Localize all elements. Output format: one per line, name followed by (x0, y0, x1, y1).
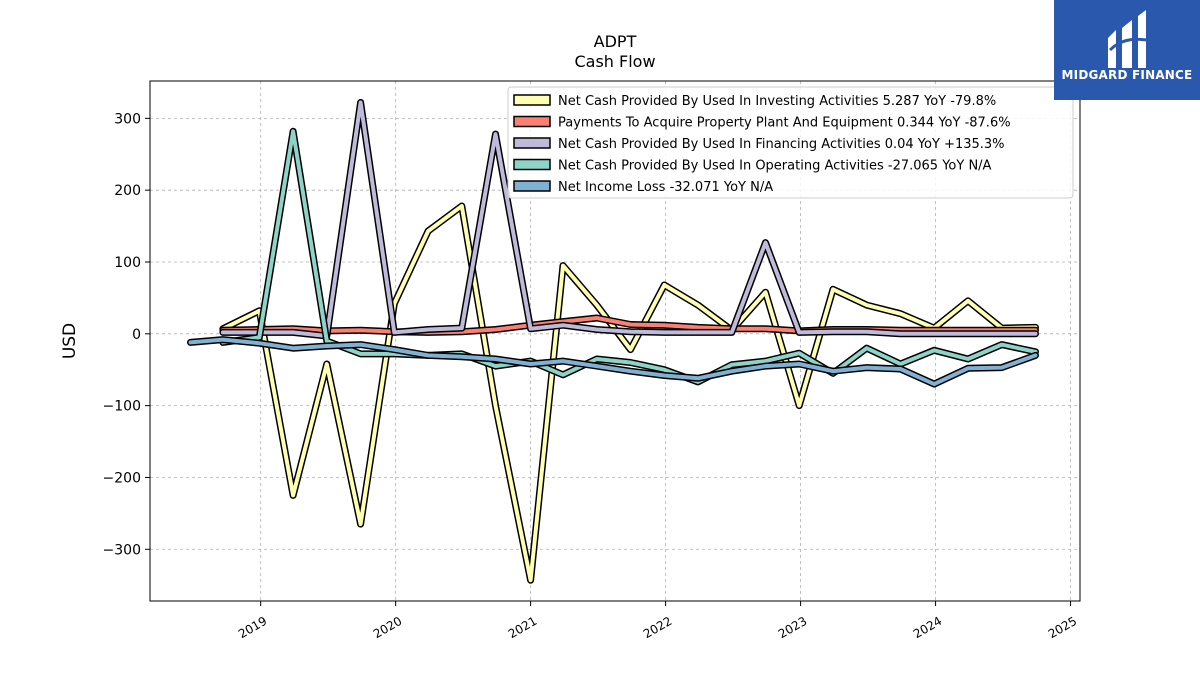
legend-label: Payments To Acquire Property Plant And E… (558, 116, 1011, 131)
legend-box (507, 86, 1074, 199)
logo-text: MIDGARD FINANCE (1061, 68, 1193, 82)
x-tick-label: 2020 (371, 614, 404, 641)
series-3-line (220, 129, 1038, 384)
x-tick-label: 2025 (1046, 614, 1079, 641)
chart-title: ADPT (594, 32, 637, 51)
legend-swatch (513, 94, 551, 106)
legend-label: Net Income Loss -32.071 YoY N/A (558, 180, 773, 195)
y-tick-label: 200 (114, 183, 141, 199)
midgard-finance-logo: MIDGARD FINANCE (1054, 0, 1200, 100)
y-tick-label: 300 (114, 111, 141, 127)
legend-swatch (513, 158, 551, 171)
series-2-line (220, 100, 1038, 338)
plot-area-frame (149, 80, 1081, 602)
series-4-line (188, 337, 1038, 387)
series-0-line (220, 204, 1038, 583)
y-tick-label: −100 (103, 399, 141, 415)
legend: Net Cash Provided By Used In Investing A… (507, 86, 1074, 199)
y-tick-label: 0 (132, 327, 141, 343)
legend-label: Net Cash Provided By Used In Investing A… (558, 94, 996, 109)
legend-label: Net Cash Provided By Used In Operating A… (558, 159, 992, 174)
midgard-finance-logo-icon (1108, 10, 1147, 68)
y-tick-label: −300 (103, 542, 141, 558)
y-tick-label: 100 (114, 255, 141, 271)
x-tick-label: 2021 (506, 614, 539, 641)
series-layer (187, 99, 1039, 584)
series-1-line (220, 316, 1038, 335)
legend-swatch (513, 115, 551, 128)
y-tick-label: −200 (103, 470, 141, 486)
x-tick-label: 2022 (641, 614, 674, 641)
x-tick-label: 2024 (911, 614, 944, 641)
x-tick-label: 2023 (776, 614, 809, 641)
chart-subtitle: Cash Flow (574, 52, 655, 71)
y-axis-label: USD (60, 323, 80, 359)
legend-swatch (513, 137, 551, 149)
legend-label: Net Cash Provided By Used In Financing A… (558, 137, 1005, 152)
legend-swatch (513, 180, 551, 192)
x-tick-label: 2019 (236, 614, 269, 641)
